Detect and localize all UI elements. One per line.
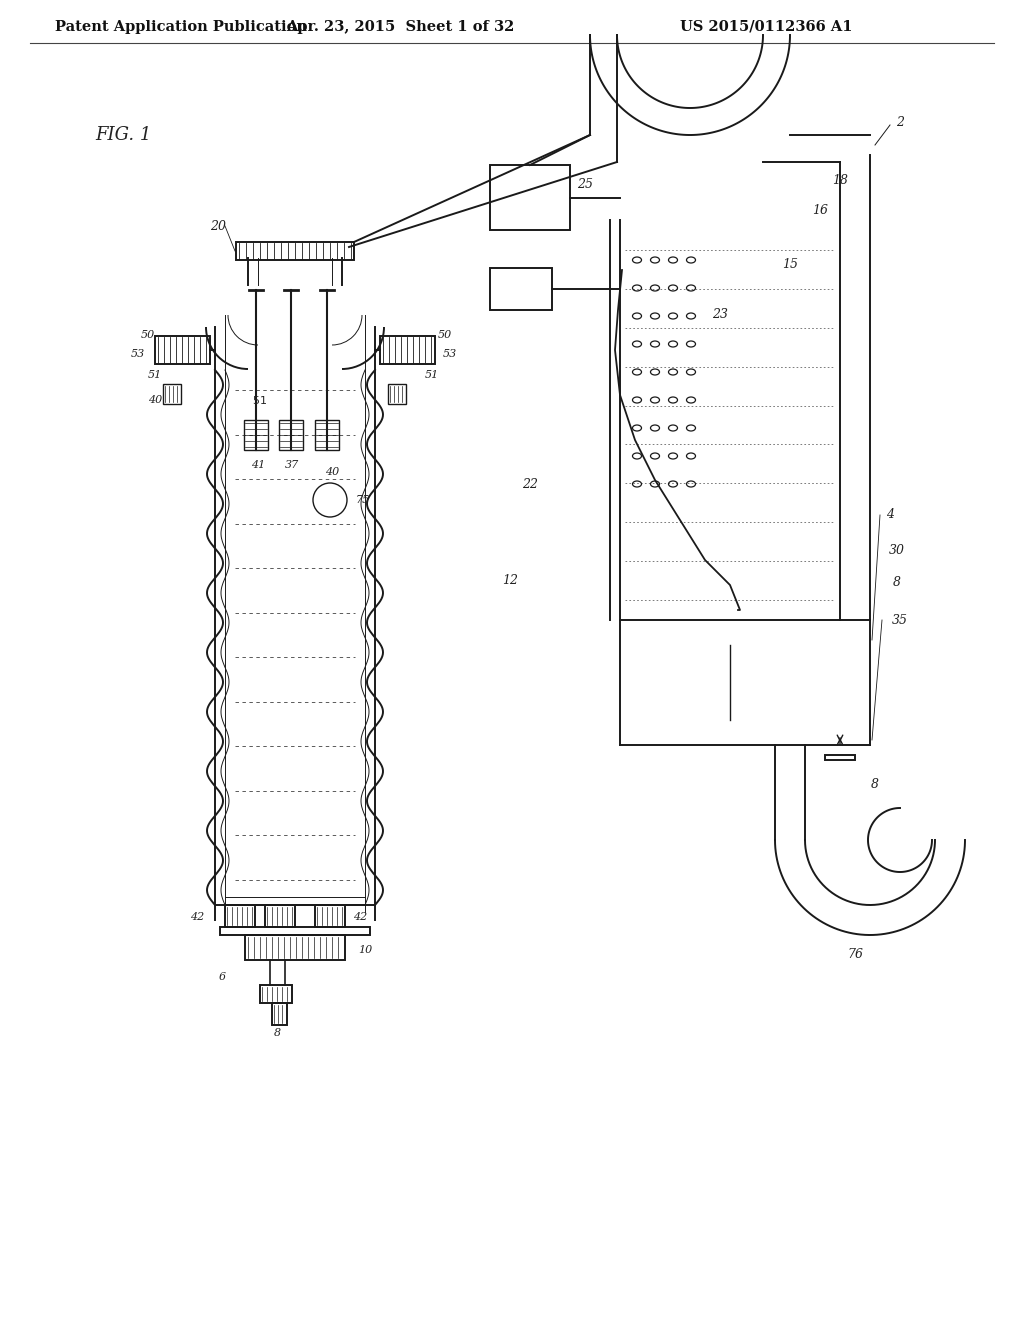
Text: 18: 18 xyxy=(831,173,848,186)
Text: 8: 8 xyxy=(893,576,901,589)
Bar xyxy=(236,242,354,260)
Bar xyxy=(388,384,406,404)
Text: Apr. 23, 2015  Sheet 1 of 32: Apr. 23, 2015 Sheet 1 of 32 xyxy=(286,20,514,34)
Text: 20: 20 xyxy=(210,219,226,232)
Text: $\mathit{51}$: $\mathit{51}$ xyxy=(253,393,267,407)
Bar xyxy=(265,906,295,927)
Text: 51: 51 xyxy=(147,370,162,380)
Text: Patent Application Publication: Patent Application Publication xyxy=(55,20,307,34)
Text: 12: 12 xyxy=(502,573,518,586)
Bar xyxy=(244,420,268,450)
Text: 4: 4 xyxy=(886,508,894,521)
Bar xyxy=(220,927,370,935)
Text: 2: 2 xyxy=(896,116,904,128)
Text: FIG. 1: FIG. 1 xyxy=(95,125,152,144)
Text: 75: 75 xyxy=(356,495,370,506)
Text: 42: 42 xyxy=(353,912,368,921)
Bar xyxy=(825,755,855,760)
Text: 41: 41 xyxy=(251,459,265,470)
Bar xyxy=(279,420,303,450)
Text: 10: 10 xyxy=(357,945,372,954)
Text: 25: 25 xyxy=(577,178,593,191)
Bar xyxy=(163,384,181,404)
Text: 8: 8 xyxy=(871,779,879,792)
Bar xyxy=(272,1003,287,1026)
Bar xyxy=(225,906,255,927)
Text: 15: 15 xyxy=(782,259,798,272)
Bar xyxy=(380,337,435,364)
Text: 50: 50 xyxy=(438,330,453,341)
Text: 76: 76 xyxy=(847,949,863,961)
Text: US 2015/0112366 A1: US 2015/0112366 A1 xyxy=(680,20,853,34)
Bar xyxy=(490,268,552,310)
Bar xyxy=(315,420,339,450)
Bar xyxy=(315,906,345,927)
Bar xyxy=(155,337,210,364)
Text: 50: 50 xyxy=(141,330,155,341)
Text: 53: 53 xyxy=(131,348,145,359)
Text: 22: 22 xyxy=(522,479,538,491)
Text: 42: 42 xyxy=(189,912,204,921)
Text: 51: 51 xyxy=(425,370,439,380)
Text: 6: 6 xyxy=(218,972,225,982)
Text: 53: 53 xyxy=(442,348,457,359)
Bar xyxy=(260,985,292,1003)
Text: 40: 40 xyxy=(325,467,339,477)
Text: 40: 40 xyxy=(147,395,162,405)
Text: 37: 37 xyxy=(285,459,299,470)
Text: 8: 8 xyxy=(273,1028,281,1038)
Text: 16: 16 xyxy=(812,203,828,216)
Bar xyxy=(245,935,345,960)
Text: 23: 23 xyxy=(712,309,728,322)
Text: 30: 30 xyxy=(889,544,905,557)
Bar xyxy=(490,165,570,230)
Text: 35: 35 xyxy=(892,614,908,627)
